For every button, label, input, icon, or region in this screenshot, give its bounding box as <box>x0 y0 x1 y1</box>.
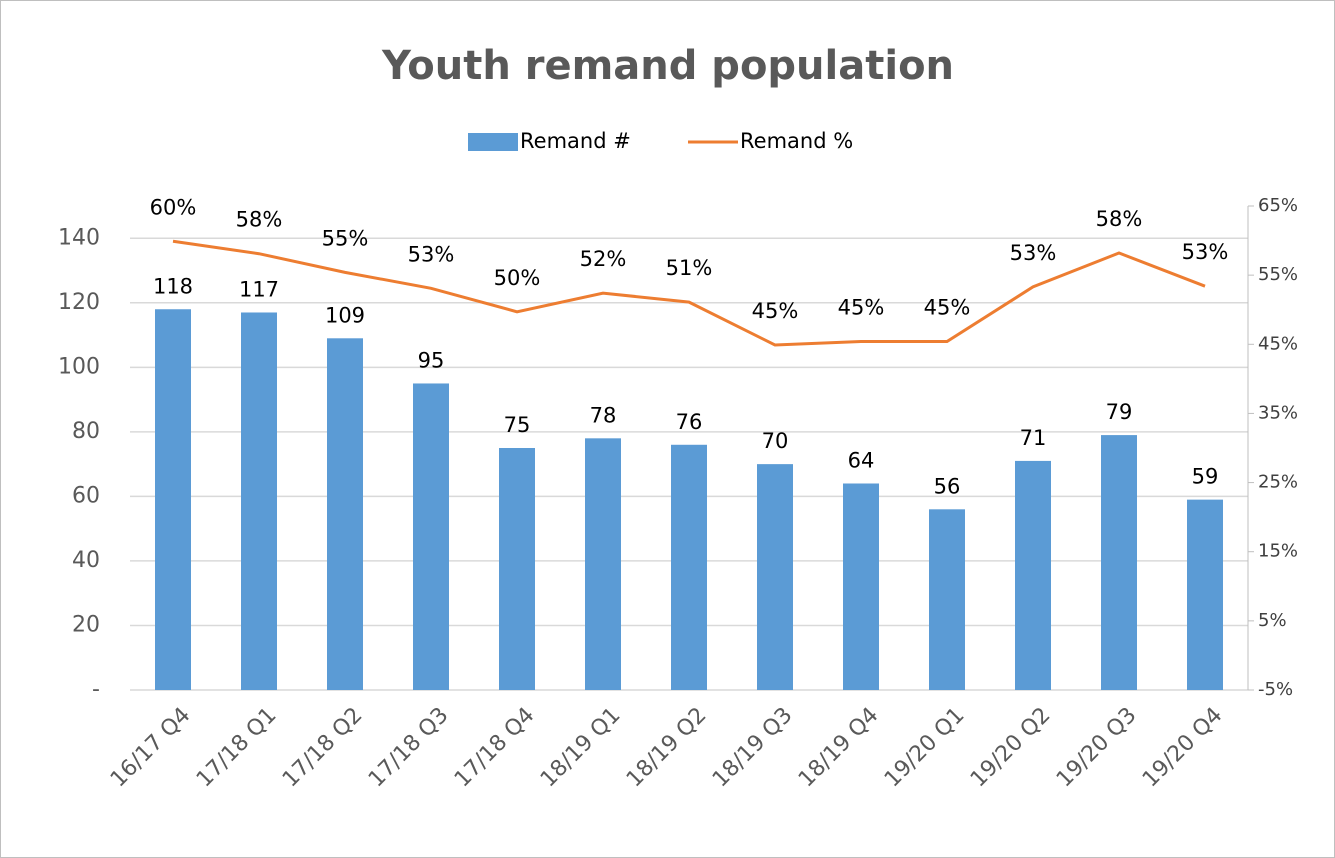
y-tick-label: 60 <box>72 483 100 508</box>
y2-tick-label: 5% <box>1258 610 1287 631</box>
bar-label: 56 <box>934 474 961 498</box>
y2-tick-label: 65% <box>1258 195 1298 216</box>
line-label: 50% <box>494 266 541 290</box>
bar <box>671 444 707 690</box>
legend-swatch <box>468 133 518 151</box>
y2-tick-label: 25% <box>1258 472 1298 493</box>
bar <box>757 464 793 690</box>
y-tick-label: 120 <box>58 290 100 315</box>
y-tick-label: - <box>92 677 100 702</box>
bar <box>1101 435 1137 690</box>
bar-label: 59 <box>1192 465 1219 489</box>
y-tick-label: 20 <box>72 612 100 637</box>
bar <box>585 438 621 690</box>
bar-label: 109 <box>325 303 365 327</box>
bar <box>1187 499 1223 690</box>
line-label: 58% <box>1096 207 1143 231</box>
line-label: 45% <box>752 299 799 323</box>
bar-label: 64 <box>848 448 875 472</box>
bar-label: 70 <box>762 429 789 453</box>
bar <box>929 509 965 690</box>
line-label: 52% <box>580 247 627 271</box>
y-tick-label: 100 <box>58 354 100 379</box>
line-label: 60% <box>150 195 197 219</box>
y2-tick-label: 35% <box>1258 402 1298 423</box>
bar <box>499 448 535 690</box>
bar-label: 79 <box>1106 400 1133 424</box>
bar <box>155 309 191 690</box>
y2-tick-label: 45% <box>1258 333 1298 354</box>
y2-tick-label: -5% <box>1258 679 1293 700</box>
bar-label: 75 <box>504 413 531 437</box>
y2-tick-label: 55% <box>1258 264 1298 285</box>
bar <box>413 383 449 690</box>
line-label: 45% <box>924 296 971 320</box>
bar <box>843 483 879 690</box>
bar <box>327 338 363 690</box>
chart-title: Youth remand population <box>381 43 954 89</box>
bar-label: 117 <box>239 277 279 301</box>
line-label: 55% <box>322 226 369 250</box>
bar <box>1015 460 1051 690</box>
line-label: 53% <box>1182 240 1229 264</box>
line-label: 58% <box>236 208 283 232</box>
line-label: 45% <box>838 296 885 320</box>
line-label: 51% <box>666 256 713 280</box>
legend-label: Remand % <box>740 129 853 153</box>
bar-label: 118 <box>153 274 193 298</box>
line-label: 53% <box>1010 241 1057 265</box>
line <box>172 239 1206 347</box>
bar-label: 71 <box>1020 426 1047 450</box>
line-label: 53% <box>408 242 455 266</box>
y2-tick-label: 15% <box>1258 541 1298 562</box>
y-tick-label: 140 <box>58 225 100 250</box>
bar-label: 78 <box>590 403 617 427</box>
bar-label: 76 <box>676 410 703 434</box>
bar-label: 95 <box>418 348 445 372</box>
y-tick-label: 80 <box>72 419 100 444</box>
legend-label: Remand # <box>520 129 631 153</box>
y-tick-label: 40 <box>72 548 100 573</box>
bar <box>241 312 277 690</box>
